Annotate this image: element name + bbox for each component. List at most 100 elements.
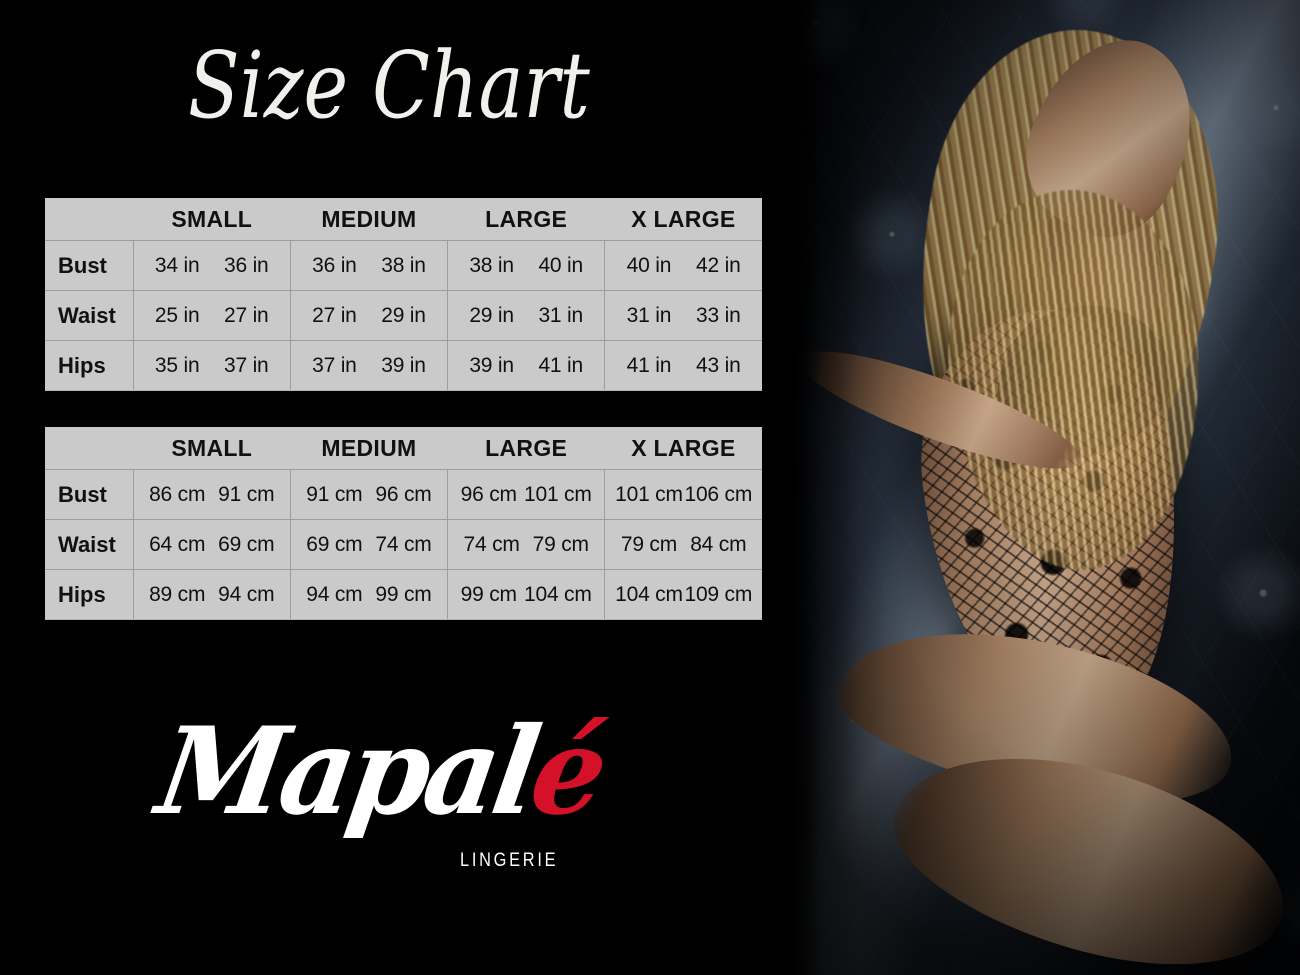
corner-header: [45, 198, 134, 241]
row-label-bust: Bust: [45, 240, 134, 291]
header-large: LARGE: [447, 198, 605, 241]
cell-bust-large: 38 in 40 in: [447, 240, 606, 291]
table-row: Waist 25 in 27 in 27 in 29 in 29 in: [45, 290, 762, 341]
row-label-waist: Waist: [45, 519, 134, 570]
value-max: 74 cm: [375, 532, 432, 556]
value-max: 43 in: [696, 353, 741, 377]
size-table-inches-body: Bust 34 in 36 in 36 in 38 in 38 in: [45, 240, 762, 391]
value-max: 27 in: [224, 303, 269, 327]
table-row: Hips 35 in 37 in 37 in 39 in 39 in: [45, 340, 762, 391]
header-small: SMALL: [133, 427, 291, 470]
value-max: 101 cm: [523, 482, 592, 506]
header-x-large: X LARGE: [604, 427, 762, 470]
value-max: 79 cm: [532, 532, 589, 556]
cell-bust-medium: 36 in 38 in: [290, 240, 449, 291]
value-min: 35 in: [154, 353, 200, 377]
value-max: 36 in: [224, 253, 269, 277]
value-min: 74 cm: [463, 532, 520, 556]
table-row: Bust 34 in 36 in 36 in 38 in 38 in: [45, 240, 762, 291]
value-min: 69 cm: [306, 532, 363, 556]
value-max: 39 in: [381, 353, 426, 377]
corner-header: [45, 427, 134, 470]
value-max: 42 in: [696, 253, 741, 277]
row-label-bust: Bust: [45, 469, 134, 520]
brand-logo: Mapalé LINGERIE: [149, 701, 612, 892]
value-min: 86 cm: [149, 482, 206, 506]
value-max: 38 in: [381, 253, 426, 277]
value-max: 37 in: [224, 353, 269, 377]
table-row: Hips 89 cm 94 cm 94 cm 99 cm 99 cm: [45, 569, 762, 620]
cell-hips-x-large: 104 cm 109 cm: [604, 569, 762, 620]
value-min: 38 in: [469, 253, 514, 277]
cell-hips-x-large: 41 in 43 in: [604, 340, 762, 391]
value-min: 101 cm: [615, 482, 683, 506]
header-medium: MEDIUM: [290, 198, 448, 241]
cell-bust-x-large: 40 in 42 in: [604, 240, 762, 291]
value-min: 31 in: [626, 303, 672, 327]
panel-edge-fade: [790, 0, 820, 975]
page-title: Size Chart: [188, 32, 590, 139]
size-table-centimeters: SMALL MEDIUM LARGE X LARGE Bust 86 cm 91…: [45, 427, 762, 620]
cell-hips-large: 39 in 41 in: [447, 340, 606, 391]
value-max: 109 cm: [684, 582, 753, 606]
value-max: 96 cm: [375, 482, 432, 506]
brand-wordmark: Mapalé: [149, 701, 612, 842]
table-row: Waist 64 cm 69 cm 69 cm 74 cm 74 cm: [45, 519, 762, 570]
row-label-hips: Hips: [45, 340, 134, 391]
model-photo: [740, 0, 1300, 975]
value-max: 33 in: [696, 303, 741, 327]
value-max: 31 in: [538, 303, 583, 327]
value-min: 104 cm: [615, 582, 683, 606]
cell-hips-large: 99 cm 104 cm: [447, 569, 606, 620]
cell-waist-medium: 27 in 29 in: [290, 290, 449, 341]
cell-waist-small: 64 cm 69 cm: [133, 519, 291, 570]
cell-hips-medium: 94 cm 99 cm: [290, 569, 449, 620]
value-min: 29 in: [469, 303, 514, 327]
size-table-centimeters-head: SMALL MEDIUM LARGE X LARGE: [45, 427, 762, 470]
row-label-hips: Hips: [45, 569, 134, 620]
cell-waist-small: 25 in 27 in: [133, 290, 291, 341]
value-min: 96 cm: [460, 482, 517, 506]
brand-tagline: LINGERIE: [460, 850, 559, 871]
cell-bust-small: 86 cm 91 cm: [133, 469, 291, 520]
header-medium: MEDIUM: [290, 427, 448, 470]
cell-waist-medium: 69 cm 74 cm: [290, 519, 449, 570]
size-table-inches-head: SMALL MEDIUM LARGE X LARGE: [45, 198, 762, 241]
cell-hips-small: 35 in 37 in: [133, 340, 291, 391]
table-row: Bust 86 cm 91 cm 91 cm 96 cm 96 cm: [45, 469, 762, 520]
value-min: 64 cm: [149, 532, 206, 556]
value-min: 99 cm: [460, 582, 517, 606]
value-min: 40 in: [626, 253, 672, 277]
cell-bust-small: 34 in 36 in: [133, 240, 291, 291]
value-min: 37 in: [312, 353, 357, 377]
value-min: 79 cm: [620, 532, 678, 556]
size-table-centimeters-body: Bust 86 cm 91 cm 91 cm 96 cm 96 cm: [45, 469, 762, 620]
value-min: 94 cm: [306, 582, 363, 606]
value-max: 91 cm: [218, 482, 275, 506]
value-min: 39 in: [469, 353, 514, 377]
header-small: SMALL: [133, 198, 291, 241]
cell-hips-small: 89 cm 94 cm: [133, 569, 291, 620]
value-max: 106 cm: [684, 482, 753, 506]
brand-name-main: Mapal: [148, 701, 545, 842]
value-max: 104 cm: [523, 582, 592, 606]
cell-hips-medium: 37 in 39 in: [290, 340, 449, 391]
value-max: 99 cm: [375, 582, 432, 606]
cell-waist-large: 29 in 31 in: [447, 290, 606, 341]
value-min: 34 in: [154, 253, 200, 277]
value-max: 94 cm: [218, 582, 275, 606]
header-row: SMALL MEDIUM LARGE X LARGE: [45, 198, 762, 241]
value-min: 89 cm: [149, 582, 206, 606]
value-min: 36 in: [312, 253, 357, 277]
value-max: 29 in: [381, 303, 426, 327]
value-max: 41 in: [538, 353, 583, 377]
value-min: 27 in: [312, 303, 357, 327]
cell-waist-x-large: 79 cm 84 cm: [604, 519, 762, 570]
size-table-inches: SMALL MEDIUM LARGE X LARGE Bust 34 in 36…: [45, 198, 762, 391]
cell-bust-large: 96 cm 101 cm: [447, 469, 606, 520]
cell-waist-x-large: 31 in 33 in: [604, 290, 762, 341]
header-row: SMALL MEDIUM LARGE X LARGE: [45, 427, 762, 470]
cell-waist-large: 74 cm 79 cm: [447, 519, 606, 570]
cell-bust-medium: 91 cm 96 cm: [290, 469, 449, 520]
